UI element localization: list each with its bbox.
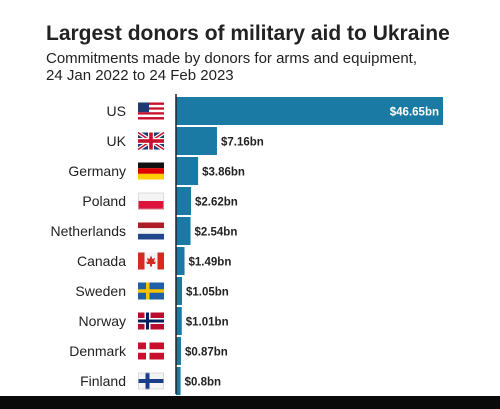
finland-flag-icon bbox=[138, 372, 164, 390]
chart-title: Largest donors of military aid to Ukrain… bbox=[46, 22, 450, 45]
bar-us bbox=[176, 97, 443, 125]
value-label-norway: $1.01bn bbox=[186, 317, 229, 329]
bar-uk bbox=[176, 127, 217, 155]
category-label-sweden: Sweden bbox=[75, 283, 126, 299]
bar-germany bbox=[176, 157, 199, 185]
bottom-strip bbox=[0, 396, 500, 409]
bar-poland bbox=[176, 187, 191, 215]
value-label-us: $46.65bn bbox=[390, 107, 439, 119]
category-label-germany: Germany bbox=[68, 163, 126, 179]
value-label-netherlands: $2.54bn bbox=[195, 227, 238, 239]
category-label-netherlands: Netherlands bbox=[51, 223, 127, 239]
value-label-canada: $1.49bn bbox=[189, 257, 232, 269]
norway-flag-icon bbox=[138, 312, 164, 330]
bar-sweden bbox=[176, 277, 183, 305]
value-label-germany: $3.86bn bbox=[202, 167, 245, 179]
value-label-poland: $2.62bn bbox=[195, 197, 238, 209]
poland-flag-icon bbox=[138, 192, 164, 210]
netherlands-flag-icon bbox=[138, 222, 164, 240]
uk-flag-icon bbox=[136, 130, 166, 152]
category-label-finland: Finland bbox=[80, 373, 126, 389]
bar-norway bbox=[176, 307, 182, 335]
category-label-uk: UK bbox=[107, 133, 127, 149]
sweden-flag-icon bbox=[138, 282, 164, 300]
category-label-norway: Norway bbox=[79, 313, 126, 329]
value-label-uk: $7.16bn bbox=[221, 137, 264, 149]
bar-canada bbox=[176, 247, 185, 275]
denmark-flag-icon bbox=[138, 342, 164, 360]
chart-subtitle-line-2: 24 Jan 2022 to 24 Feb 2023 bbox=[46, 67, 234, 84]
us-flag-icon bbox=[138, 102, 164, 120]
bar-netherlands bbox=[176, 217, 191, 245]
bar-denmark bbox=[176, 337, 181, 365]
category-label-denmark: Denmark bbox=[69, 343, 127, 359]
chart-subtitle-line-1: Commitments made by donors for arms and … bbox=[46, 50, 417, 67]
canada-flag-icon bbox=[138, 252, 164, 270]
category-label-poland: Poland bbox=[82, 193, 126, 209]
value-label-denmark: $0.87bn bbox=[185, 347, 228, 359]
value-label-finland: $0.8bn bbox=[185, 377, 221, 389]
category-label-us: US bbox=[107, 103, 126, 119]
bar-finland bbox=[176, 367, 181, 395]
value-label-sweden: $1.05bn bbox=[186, 287, 229, 299]
germany-flag-icon bbox=[138, 162, 164, 180]
category-label-canada: Canada bbox=[77, 253, 126, 269]
